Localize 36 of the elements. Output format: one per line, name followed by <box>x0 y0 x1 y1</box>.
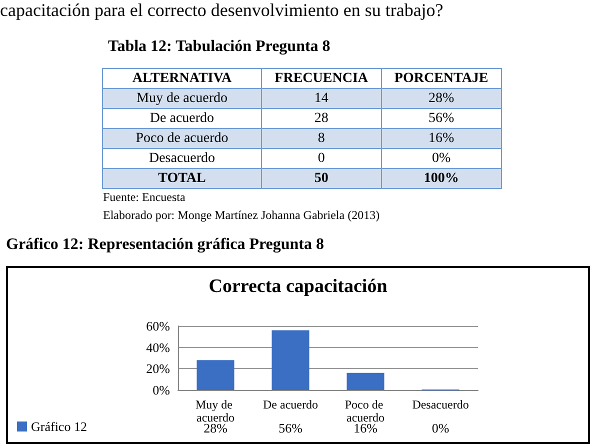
data-label: 0 <box>262 148 382 168</box>
category-label: De acuerdo <box>102 108 262 128</box>
x-tick-label: De acuerdo <box>263 398 318 412</box>
data-label: 16% <box>381 128 502 148</box>
text: ALTERNATIVA <box>102 68 262 88</box>
bar <box>272 330 310 390</box>
data-label: 56% <box>381 108 502 128</box>
y-tick-label: 40% <box>146 340 170 355</box>
data-label: 0% <box>432 420 450 436</box>
source-note: Fuente: Encuesta <box>103 190 186 205</box>
data-label: 28 <box>262 108 382 128</box>
y-tick-label: 20% <box>146 361 170 376</box>
category-label: TOTAL <box>102 168 262 188</box>
series-label: PORCENTAJE <box>381 68 502 88</box>
data-label: 28% <box>381 88 502 108</box>
data-label: 50 <box>262 168 382 188</box>
text: Tabla 12: Tabulación Pregunta 8 <box>108 38 330 56</box>
text: capacitación para el correcto desenvolvimiento en su trabajo? <box>0 0 444 21</box>
data-label: 56% <box>278 420 303 436</box>
x-tick-label: Desacuerdo <box>412 398 469 412</box>
text: Gráfico 12: Representación gráfica Pregunta 8 <box>6 236 324 254</box>
bar <box>196 360 234 390</box>
y-tick-label: 60% <box>146 318 170 334</box>
bar <box>346 372 384 390</box>
y-tick-label: 0% <box>152 382 170 398</box>
data-label: 8 <box>262 128 382 148</box>
text: Elaborado por: Monge Martínez Johanna Gabriela (2013) <box>103 208 380 223</box>
data-label: 0% <box>381 148 502 168</box>
series-label: FRECUENCIA <box>262 68 382 88</box>
category-label: Poco de acuerdo <box>102 128 262 148</box>
category-label: Muy de acuerdo <box>102 88 262 108</box>
chart-title: Correcta capacitación <box>208 276 388 297</box>
legend-label: Gráfico 12 <box>31 419 87 434</box>
data-label: 14 <box>262 88 382 108</box>
data-label: 100% <box>381 168 502 188</box>
category-label: Desacuerdo <box>102 148 262 168</box>
